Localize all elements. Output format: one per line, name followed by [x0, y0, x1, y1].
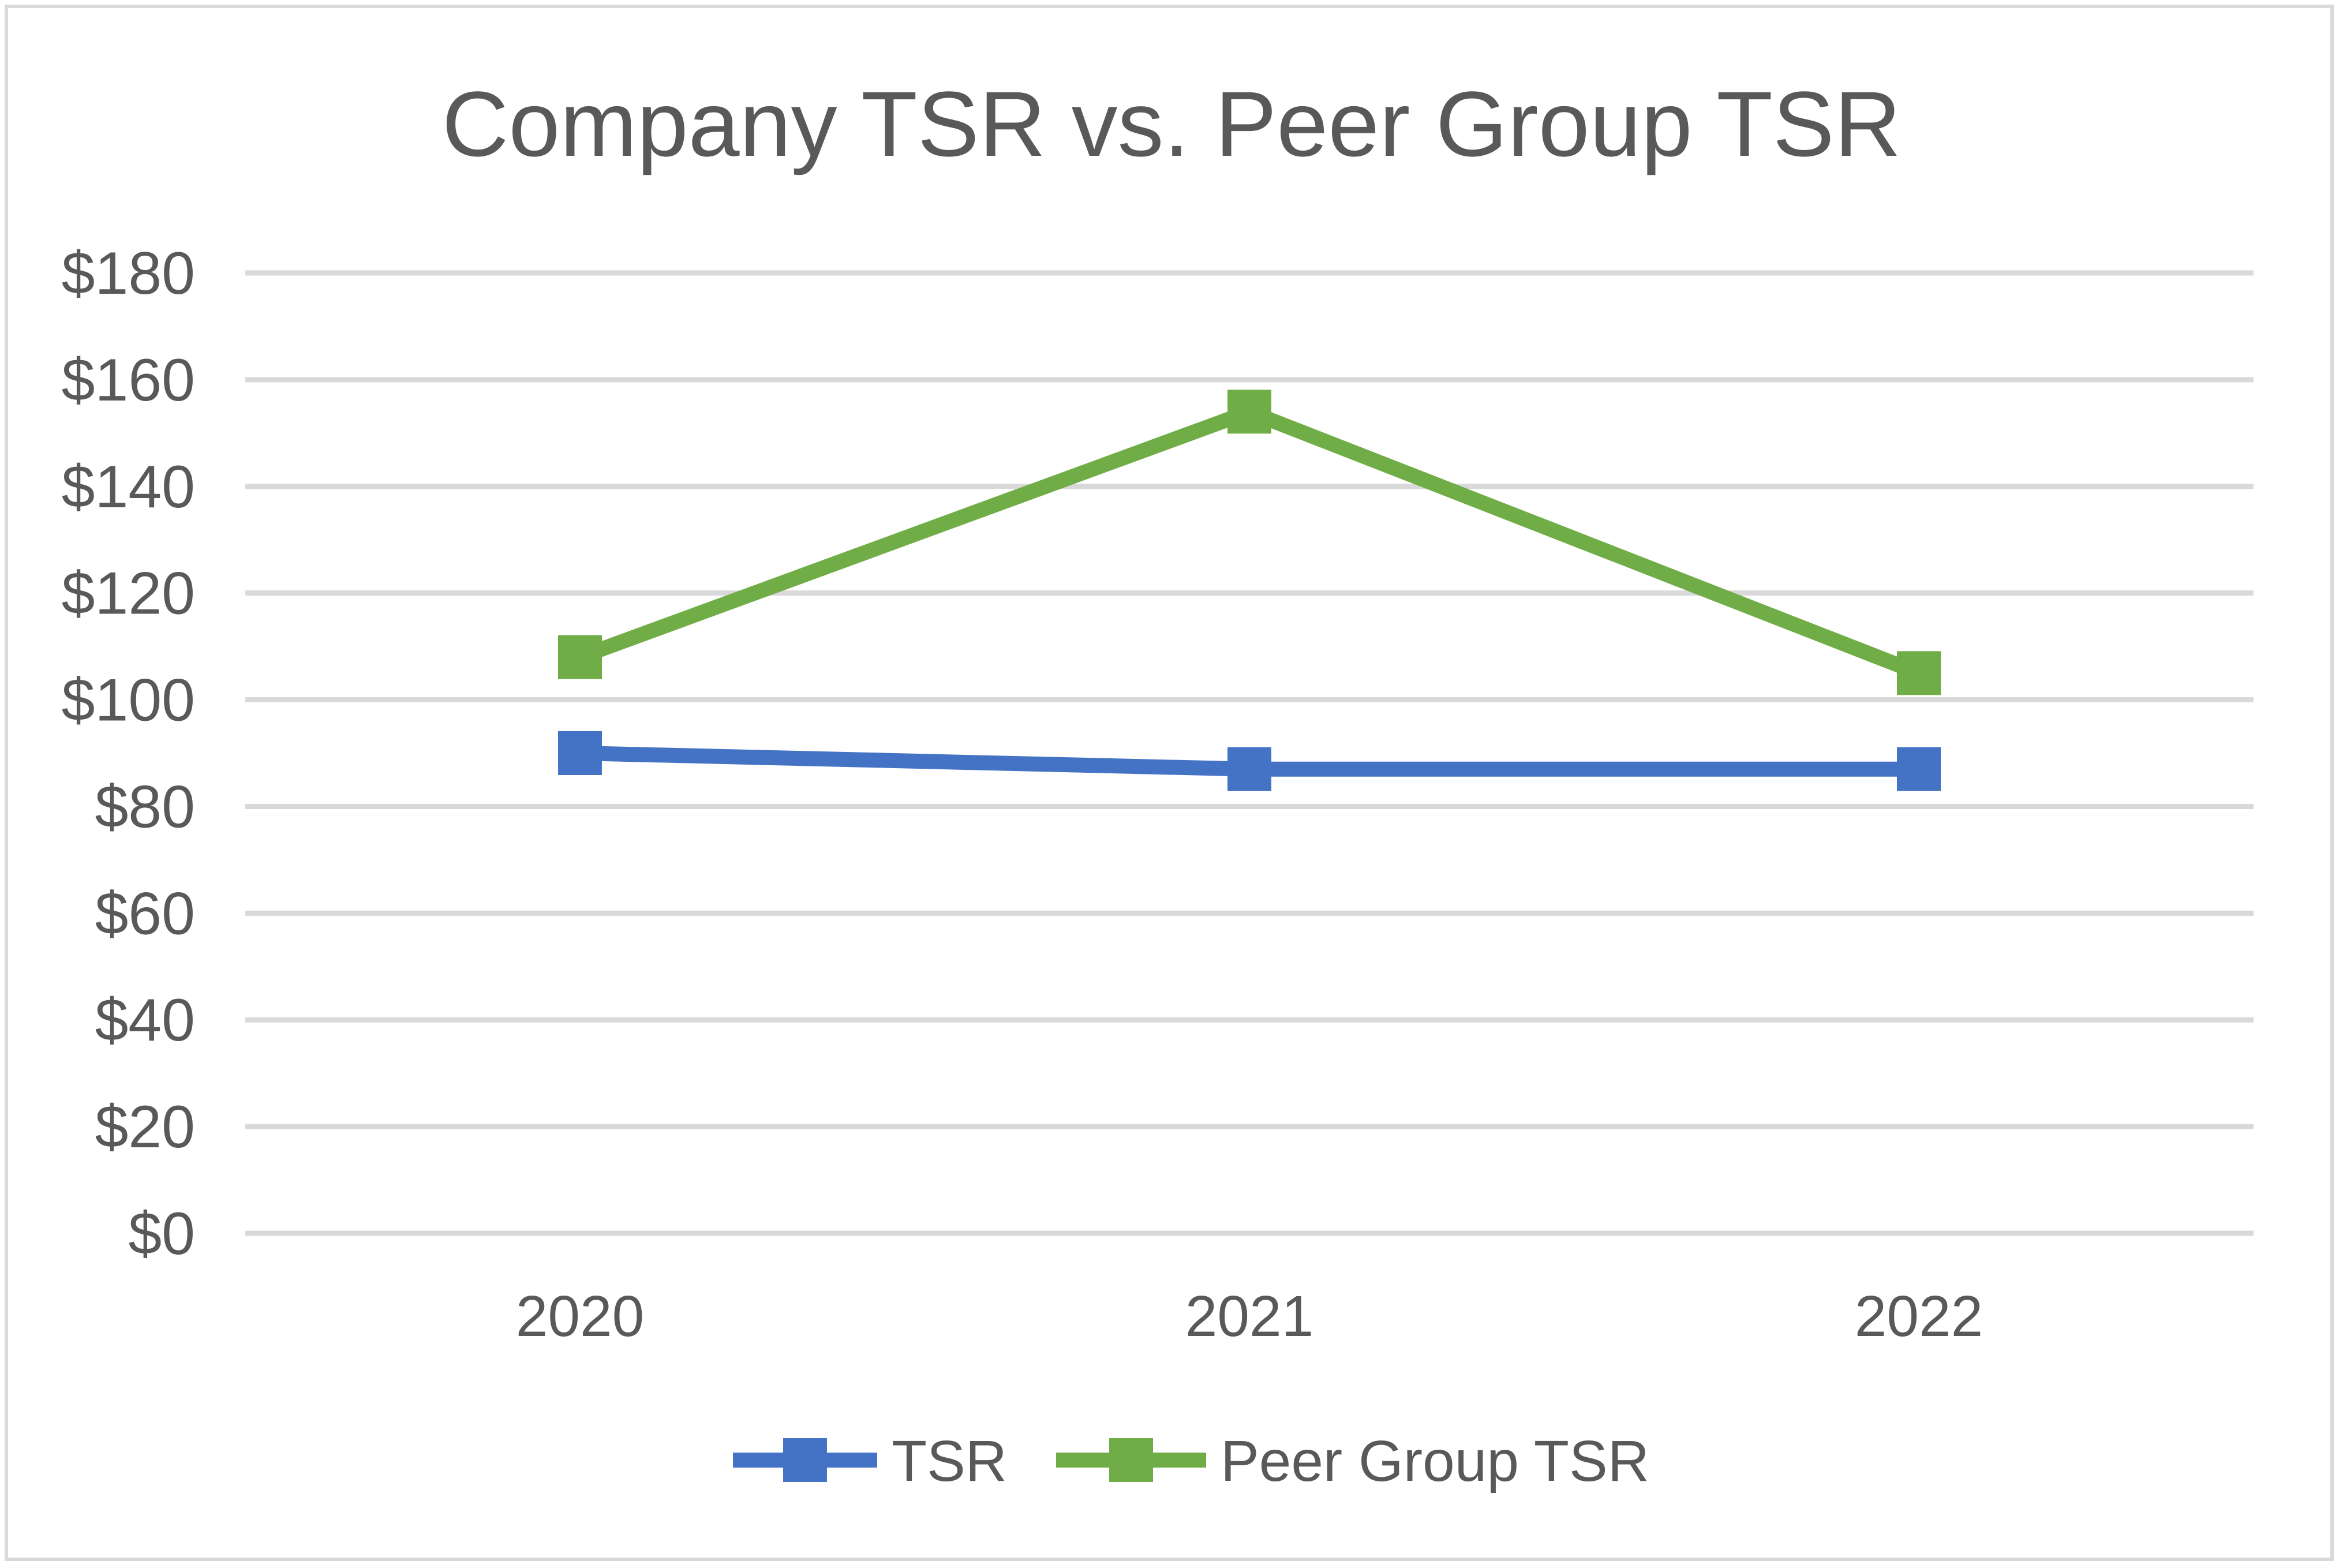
y-axis-ticks: $0 $20 $40 $60 $80 $100 $120 $140 $160 $180	[62, 240, 195, 1267]
y-tick-label: $80	[95, 773, 195, 840]
y-tick-label: $120	[62, 560, 195, 627]
legend-label-1: Peer Group TSR	[1221, 1429, 1649, 1494]
data-point-marker	[558, 635, 602, 679]
data-point-marker	[1897, 651, 1941, 695]
legend-marker-0	[783, 1438, 827, 1482]
y-tick-label: $100	[62, 667, 195, 734]
x-axis-ticks: 2020 2021 2022	[516, 1284, 1983, 1349]
x-tick-label: 2022	[1855, 1284, 1983, 1349]
series-group	[558, 390, 1941, 791]
y-tick-label: $180	[62, 240, 195, 307]
y-tick-label: $160	[62, 347, 195, 414]
x-tick-label: 2021	[1185, 1284, 1313, 1349]
y-tick-label: $140	[62, 454, 195, 521]
y-tick-label: $60	[95, 880, 195, 947]
data-point-marker	[1897, 747, 1941, 791]
legend-label-0: TSR	[892, 1429, 1007, 1494]
gridlines	[245, 270, 2254, 1236]
y-tick-label: $20	[95, 1094, 195, 1161]
legend-marker-1	[1109, 1438, 1153, 1482]
chart-title: Company TSR vs. Peer Group TSR	[442, 72, 1901, 175]
data-point-marker	[1227, 747, 1271, 791]
data-point-marker	[558, 731, 602, 775]
data-point-marker	[1227, 390, 1271, 434]
series-line-1	[577, 404, 1922, 680]
chart-frame	[5, 5, 2334, 1561]
y-tick-label: $0	[128, 1200, 195, 1267]
x-tick-label: 2020	[516, 1284, 644, 1349]
legend: TSR Peer Group TSR	[733, 1429, 1649, 1494]
y-tick-label: $40	[95, 987, 195, 1054]
